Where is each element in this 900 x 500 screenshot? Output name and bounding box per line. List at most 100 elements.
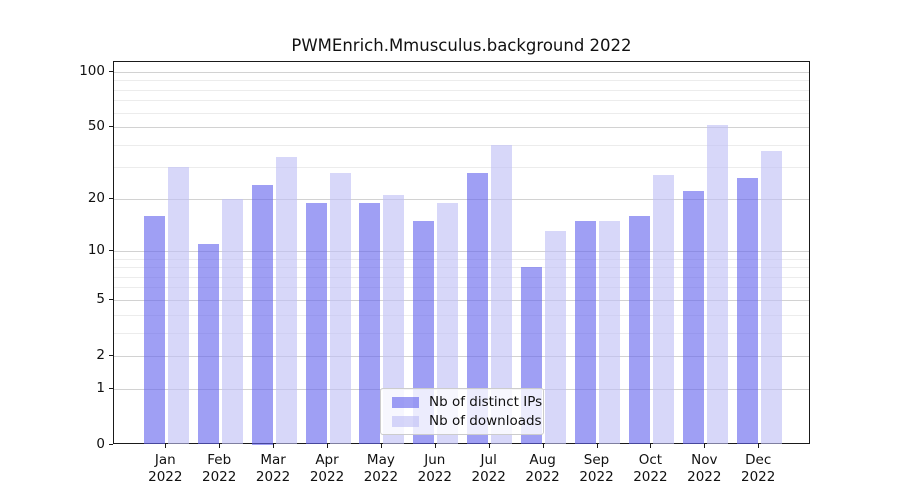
x-axis-tick xyxy=(704,444,706,448)
bar-nb-of-downloads xyxy=(437,202,459,445)
x-axis-tick xyxy=(542,444,544,448)
gridline-minor xyxy=(114,167,809,169)
legend-swatch-downloads xyxy=(392,415,419,427)
bar-nb-of-distinct-ips xyxy=(143,215,165,445)
legend-swatch-distinct-ips xyxy=(392,396,419,408)
gridline-minor xyxy=(114,267,809,269)
y-axis-tick xyxy=(109,354,113,356)
x-axis-tick-label: Dec 2022 xyxy=(728,452,788,485)
plot-area xyxy=(113,61,810,445)
x-axis-tick-label: Sep 2022 xyxy=(567,452,627,485)
x-axis-year-label: 2022 xyxy=(309,468,345,485)
y-axis-tick xyxy=(109,197,113,199)
x-axis-month-label: Mar xyxy=(260,452,286,468)
y-axis-tick-label: 1 xyxy=(96,379,105,396)
y-axis-tick xyxy=(109,443,113,445)
x-axis-month-label: Oct xyxy=(638,452,663,468)
x-axis-tick xyxy=(650,444,652,448)
x-axis-tick xyxy=(596,444,598,448)
bar-nb-of-distinct-ips xyxy=(682,191,704,445)
legend-label-downloads: Nb of downloads xyxy=(429,413,542,429)
x-axis-year-label: 2022 xyxy=(417,468,452,485)
bar-nb-of-distinct-ips xyxy=(575,220,596,445)
legend-label-distinct-ips: Nb of distinct IPs xyxy=(429,394,543,410)
x-axis-tick-label: Jul 2022 xyxy=(459,452,519,485)
x-axis-year-label: 2022 xyxy=(202,468,237,485)
x-axis-month-label: Aug xyxy=(529,452,556,468)
legend-item-downloads: Nb of downloads xyxy=(387,413,542,429)
x-axis-tick xyxy=(434,444,436,448)
x-axis-month-label: Feb xyxy=(207,452,232,468)
bar-nb-of-distinct-ips xyxy=(197,243,219,445)
x-axis-year-label: 2022 xyxy=(579,468,614,485)
x-axis-tick-label: Jan 2022 xyxy=(135,452,195,485)
x-axis-tick-label: Feb 2022 xyxy=(189,452,249,485)
y-axis-tick xyxy=(109,126,113,127)
y-axis-tick-label: 5 xyxy=(96,290,105,307)
x-axis-tick-label: Aug 2022 xyxy=(513,452,573,485)
x-axis-year-label: 2022 xyxy=(687,468,722,485)
bar-nb-of-distinct-ips xyxy=(736,178,758,445)
x-axis-year-label: 2022 xyxy=(525,468,560,485)
gridline-major xyxy=(114,355,809,357)
x-axis-month-label: Apr xyxy=(315,452,339,468)
bar-nb-of-downloads xyxy=(545,231,567,445)
x-axis-year-label: 2022 xyxy=(255,468,291,485)
y-axis-tick xyxy=(109,298,113,300)
gridline-major xyxy=(114,198,809,200)
gridline-minor xyxy=(114,258,809,260)
x-axis-month-label: Nov xyxy=(691,452,718,468)
y-axis-tick-label: 100 xyxy=(79,62,105,79)
gridline-minor xyxy=(114,112,809,114)
gridline-minor xyxy=(114,144,809,146)
x-axis-month-label: Jan xyxy=(154,452,176,468)
x-axis-month-label: Jul xyxy=(480,452,497,468)
gridline-minor xyxy=(114,80,809,82)
bar-nb-of-distinct-ips xyxy=(251,184,273,445)
legend-item-distinct-ips: Nb of distinct IPs xyxy=(387,394,542,410)
gridline-minor xyxy=(114,100,809,102)
bar-nb-of-distinct-ips xyxy=(628,215,650,445)
x-axis-tick xyxy=(380,444,382,448)
y-axis-tick-label: 20 xyxy=(87,189,105,206)
bar-nb-of-downloads xyxy=(760,150,782,445)
bar-nb-of-downloads xyxy=(167,167,189,445)
bar-nb-of-downloads xyxy=(599,220,620,445)
x-axis-tick xyxy=(219,444,221,448)
y-axis-tick xyxy=(109,249,113,251)
x-axis-tick xyxy=(273,444,275,448)
y-axis-tick-label: 0 xyxy=(96,435,105,452)
x-axis-year-label: 2022 xyxy=(363,468,399,485)
bar-nb-of-distinct-ips xyxy=(359,202,381,445)
y-axis-tick-label: 2 xyxy=(96,346,105,363)
y-axis-tick xyxy=(109,387,113,389)
x-axis-year-label: 2022 xyxy=(471,468,506,485)
x-axis-tick-label: Oct 2022 xyxy=(620,452,680,485)
x-axis-year-label: 2022 xyxy=(148,468,183,485)
x-axis-tick-label: Nov 2022 xyxy=(674,452,734,485)
bar-nb-of-downloads xyxy=(275,157,297,445)
gridline-minor xyxy=(114,89,809,91)
bar-nb-of-downloads xyxy=(383,194,405,445)
y-axis-tick xyxy=(109,70,113,72)
x-axis-month-label: Sep xyxy=(583,452,610,468)
x-axis-tick-label: May 2022 xyxy=(351,452,411,485)
x-axis-month-label: Jun xyxy=(424,452,446,468)
gridline-minor xyxy=(114,287,809,289)
x-axis-tick xyxy=(488,444,490,448)
y-axis-tick-label: 10 xyxy=(87,241,105,258)
bar-nb-of-downloads xyxy=(491,144,513,445)
x-axis-year-label: 2022 xyxy=(633,468,668,485)
gridline-minor xyxy=(114,276,809,278)
x-axis-month-label: May xyxy=(366,452,395,468)
chart-title: PWMEnrich.Mmusculus.background 2022 xyxy=(291,36,632,55)
bar-nb-of-downloads xyxy=(706,125,728,445)
gridline-major xyxy=(114,299,809,301)
bar-nb-of-distinct-ips xyxy=(467,172,489,445)
bar-nb-of-distinct-ips xyxy=(305,202,327,445)
gridline-major xyxy=(114,250,809,252)
gridline-minor xyxy=(114,314,809,316)
x-axis-year-label: 2022 xyxy=(741,468,776,485)
x-axis-tick-label: Mar 2022 xyxy=(243,452,303,485)
